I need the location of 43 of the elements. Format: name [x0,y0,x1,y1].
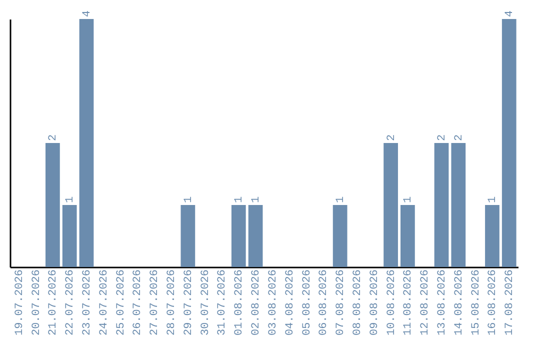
x-tick-label: 28.07.2026 [166,270,178,336]
data-label: 1 [64,196,77,203]
x-tick-label: 08.08.2026 [352,270,364,336]
x-tick-label: 23.07.2026 [81,270,94,336]
data-label: 1 [402,196,415,203]
x-tick-label: 13.08.2026 [436,270,449,336]
x-tick-label: 12.08.2026 [420,270,432,336]
x-tick-label: 03.08.2026 [267,270,280,336]
x-tick-label: 16.08.2026 [487,270,500,336]
data-label: 1 [182,196,195,203]
data-label: 2 [48,134,60,141]
x-tick-label: 11.08.2026 [402,270,415,336]
x-tick-label: 30.07.2026 [200,270,212,336]
x-tick-label: 20.07.2026 [30,270,43,336]
x-tick-label: 29.07.2026 [182,270,195,336]
x-tick-label: 10.08.2026 [386,270,398,336]
data-label: 4 [504,10,516,17]
x-tick-label: 26.07.2026 [132,270,144,336]
x-tick-label: 05.08.2026 [301,270,314,336]
x-tick-label: 21.07.2026 [48,270,60,336]
data-label: 1 [234,196,246,203]
x-tick-label: 15.08.2026 [470,270,482,336]
data-label: 2 [453,134,466,141]
x-tick-label: 19.07.2026 [14,270,26,336]
data-label: 1 [250,196,263,203]
x-tick-label: 01.08.2026 [234,270,246,336]
x-tick-label: 02.08.2026 [250,270,263,336]
x-tick-label: 31.07.2026 [216,270,229,336]
data-label: 2 [436,134,449,141]
x-tick-label: 22.07.2026 [64,270,77,336]
data-label: 4 [81,10,94,17]
x-tick-label: 25.07.2026 [115,270,128,336]
x-tick-label: 24.07.2026 [98,270,110,336]
x-tick-label: 07.08.2026 [335,270,348,336]
x-tick-label: 17.08.2026 [504,270,516,336]
data-label: 1 [335,196,348,203]
x-tick-label: 09.08.2026 [368,270,381,336]
x-tick-label: 04.08.2026 [284,270,296,336]
x-tick-label: 27.07.2026 [149,270,162,336]
x-tick-label: 14.08.2026 [453,270,466,336]
data-label: 2 [386,134,398,141]
data-label: 1 [487,196,500,203]
x-tick-label: 06.08.2026 [318,270,330,336]
